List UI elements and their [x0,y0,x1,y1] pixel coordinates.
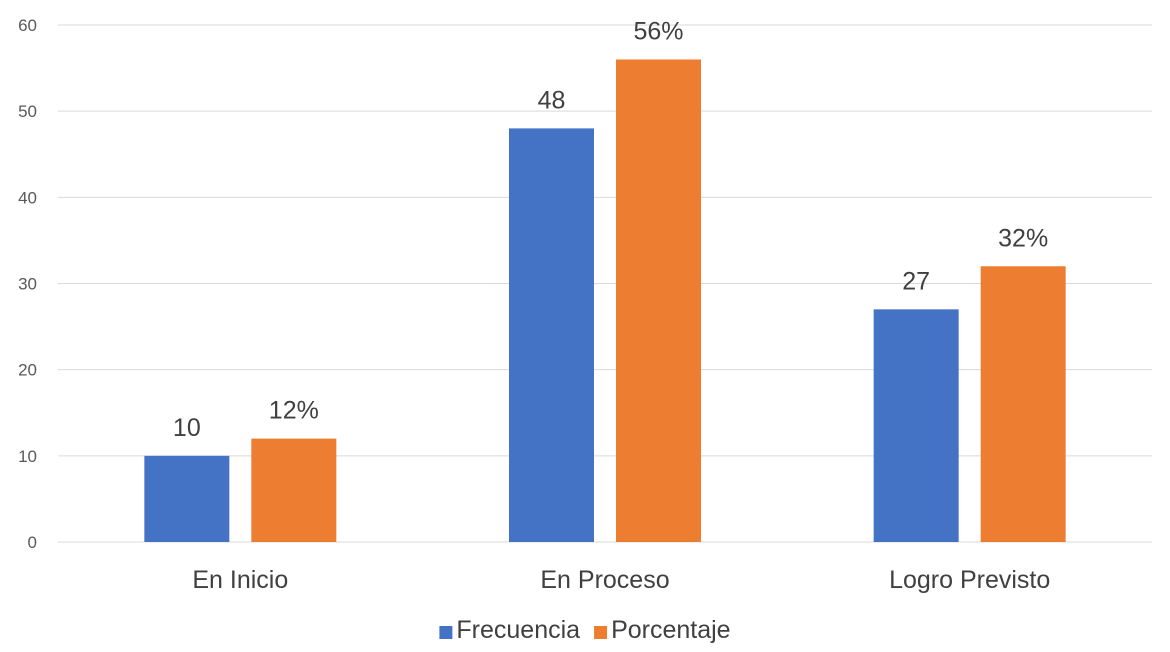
y-tick-label: 30 [18,275,37,294]
x-tick-label: Logro Previsto [889,566,1050,594]
y-tick-label: 50 [18,102,37,121]
gridlines [58,24,1152,543]
bars [144,59,1066,542]
x-axis-tick-labels: En Inicio En Proceso Logro Previsto [192,566,1050,594]
x-tick-label: En Inicio [192,566,288,594]
bar-porcentaje-logro-previsto [980,266,1066,542]
y-axis-tick-labels: 0 10 20 30 40 50 60 [18,16,37,552]
legend-item-porcentaje: Porcentaje [594,616,731,644]
bar-porcentaje-en-proceso [616,59,701,542]
data-label: 56% [633,17,683,45]
data-label: 32% [998,224,1048,252]
y-tick-label: 40 [18,188,37,207]
bar-frecuencia-logro-previsto [873,309,959,542]
x-tick-label: En Proceso [540,566,669,594]
bar-frecuencia-en-proceso [509,128,594,542]
bar-frecuencia-en-inicio [144,455,230,542]
y-tick-label: 10 [18,447,37,466]
y-tick-label: 20 [18,361,37,380]
data-label: 12% [269,397,319,425]
data-label: 27 [902,267,930,295]
bar-porcentaje-en-inicio [251,438,337,542]
data-label: 10 [173,414,201,442]
legend-label: Porcentaje [611,616,731,644]
data-labels: 10 12% 48 56% 27 32% [173,17,1048,441]
y-tick-label: 0 [28,533,37,552]
legend-item-frecuencia: Frecuencia [439,616,580,644]
legend-swatch [594,626,608,639]
legend-label: Frecuencia [456,616,580,644]
legend: Frecuencia Porcentaje [439,616,731,644]
y-tick-label: 60 [18,16,37,35]
data-label: 48 [538,86,566,114]
legend-swatch [439,626,453,639]
